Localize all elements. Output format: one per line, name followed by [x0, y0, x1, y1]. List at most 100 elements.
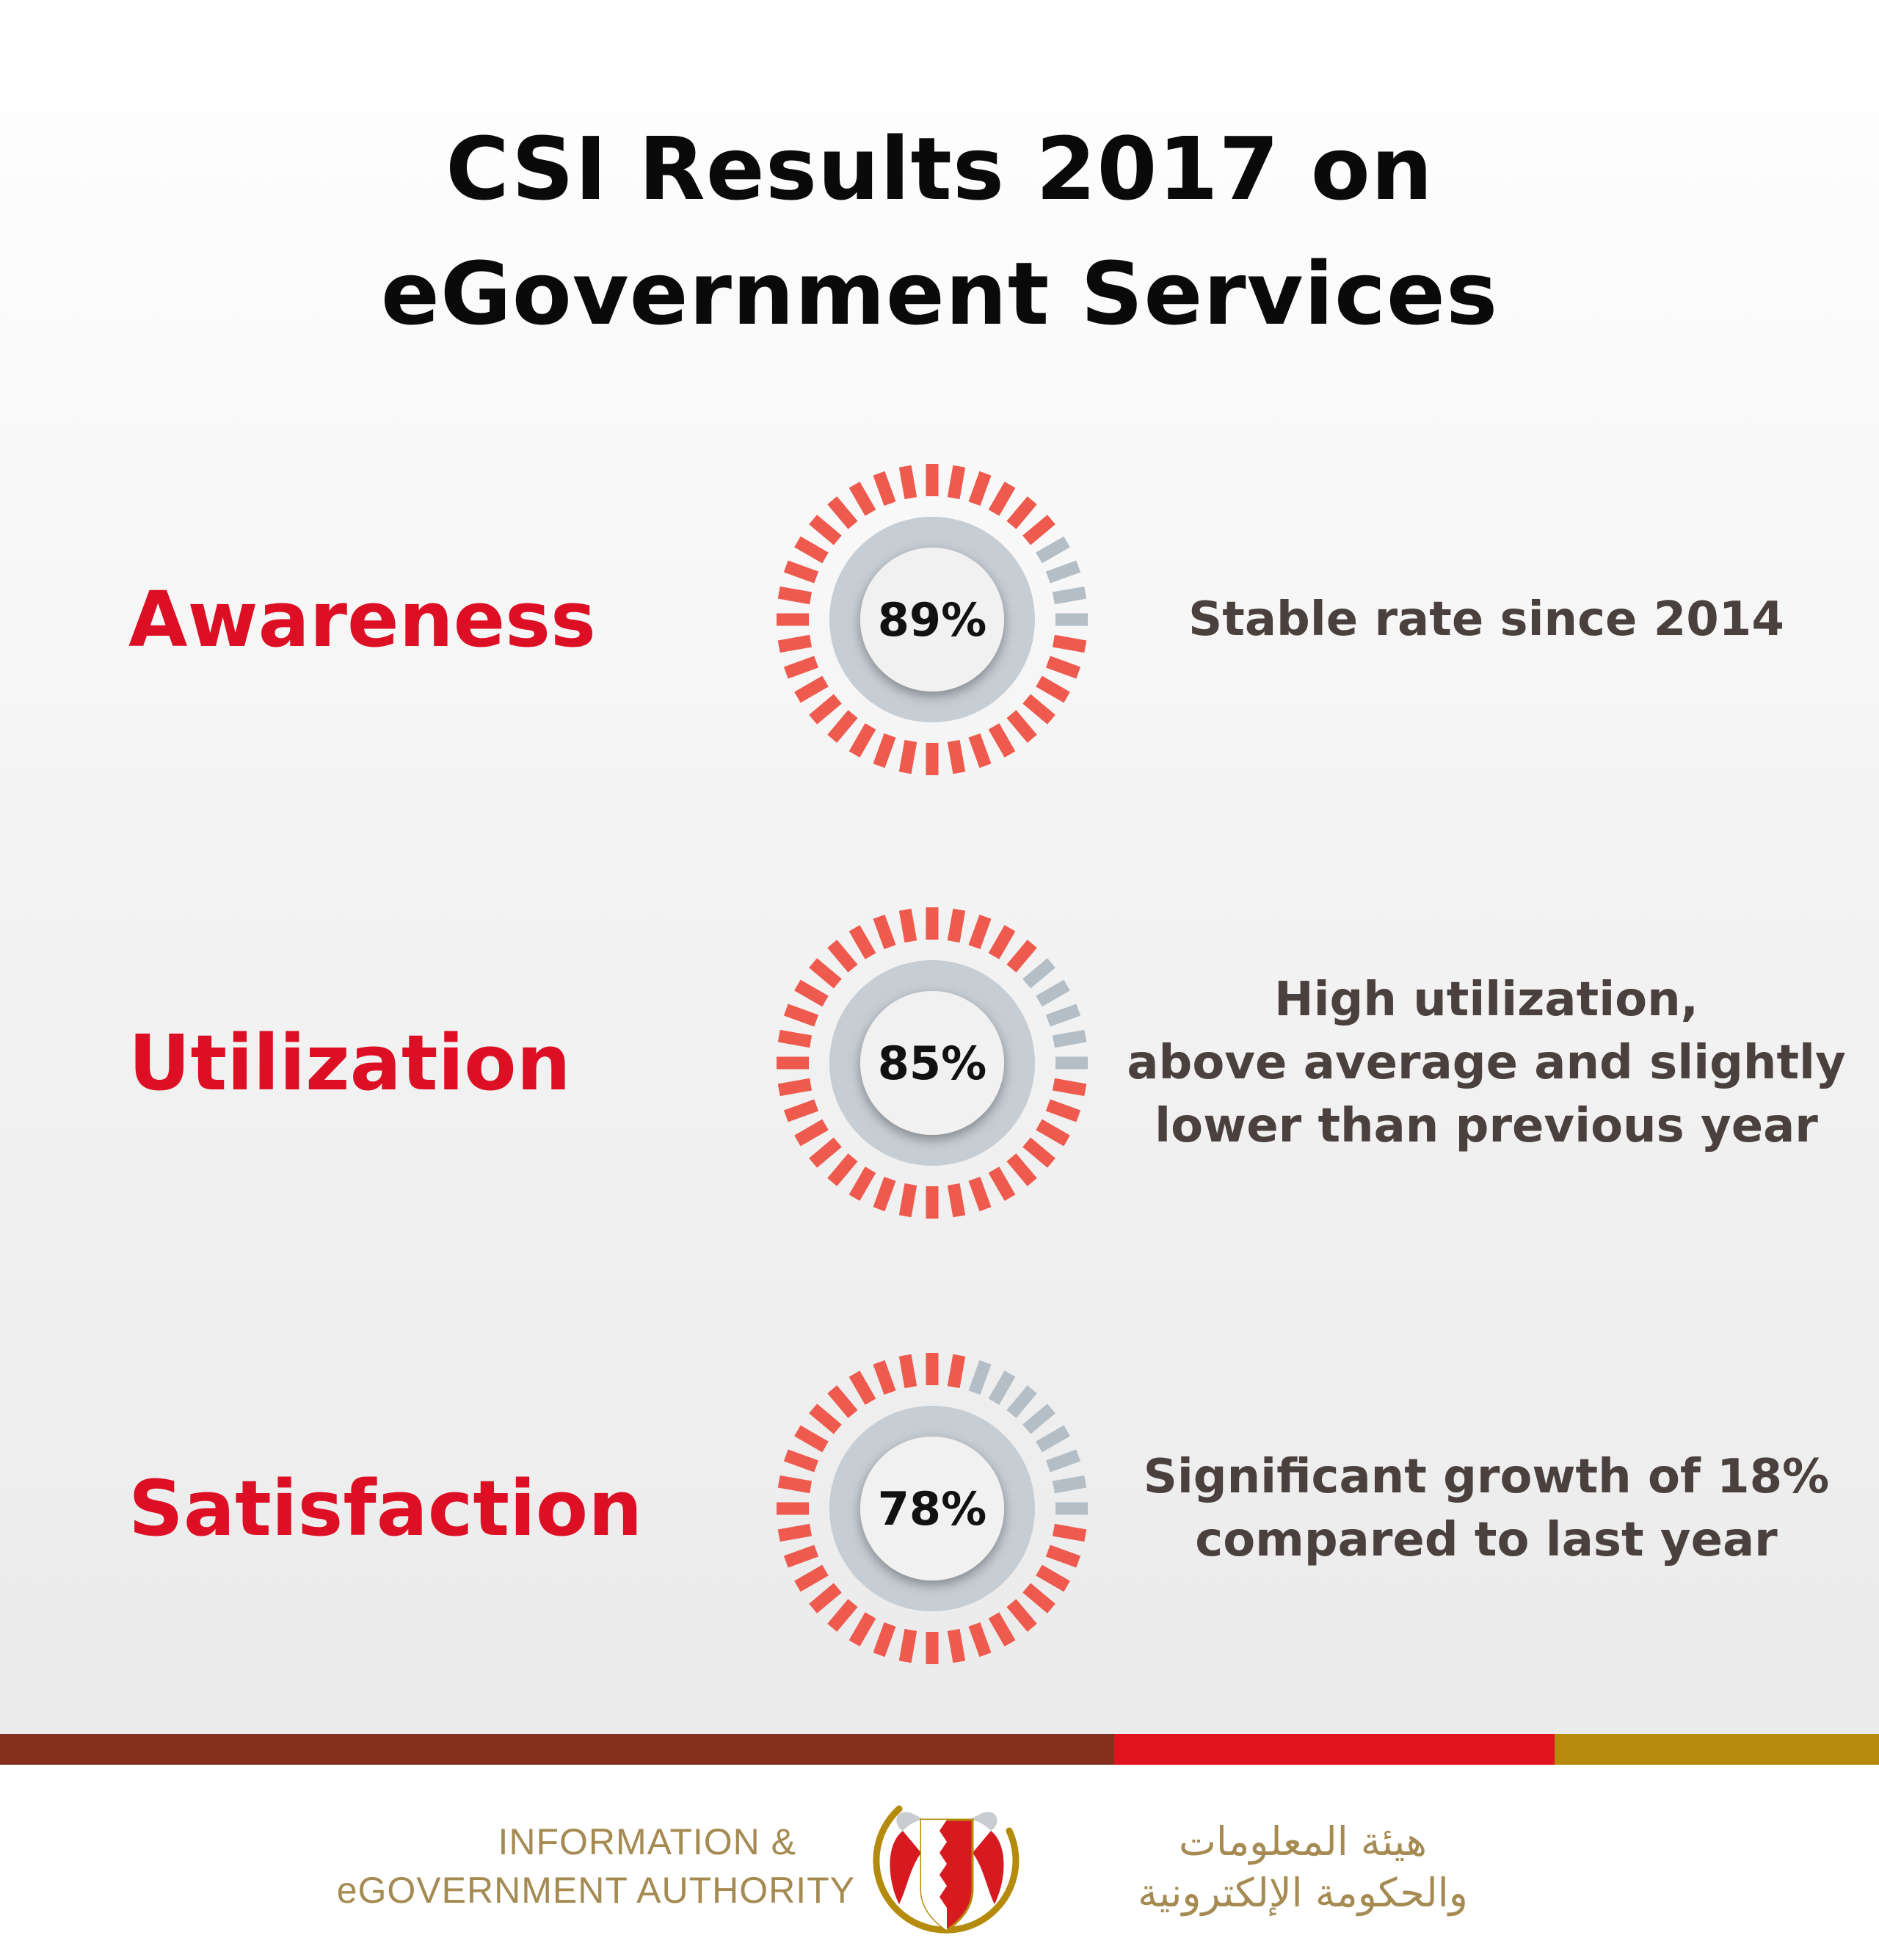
- page-title-line-1: CSI Results 2017 on: [446, 118, 1433, 219]
- gauge-dash-filled: [988, 723, 1016, 758]
- gauge-dash-filled: [968, 733, 992, 769]
- gauge-dash-filled: [848, 482, 876, 516]
- gauge-dash-filled: [777, 1078, 813, 1097]
- gauge-dash-filled: [873, 471, 896, 507]
- gauge-dash-filled: [1006, 1599, 1037, 1632]
- description-line: lower than previous year: [1155, 1099, 1818, 1153]
- gauge-dashes: [777, 907, 1088, 1219]
- gauge-dash-filled: [968, 914, 992, 950]
- gauge-dash-empty: [1022, 958, 1055, 989]
- gauge-dash-filled: [1036, 1119, 1070, 1147]
- org-name-english-line-1: INFORMATION &: [498, 1821, 796, 1862]
- gauge-dash-filled: [947, 465, 966, 500]
- gauge-dash-filled: [1022, 1137, 1055, 1168]
- gauge-dash-filled: [794, 1119, 829, 1147]
- gauge-dash-empty: [1022, 1404, 1055, 1434]
- gauge-dash-filled: [1045, 1099, 1081, 1122]
- gauge-dash-filled: [777, 1029, 813, 1048]
- description-line: Stable rate since 2014: [1188, 592, 1784, 647]
- gauge-dash-filled: [809, 515, 842, 545]
- page-title: CSI Results 2017 on eGovernment Services: [0, 106, 1879, 356]
- gauge-dash-filled: [794, 536, 829, 564]
- gauge-dash-filled: [1045, 656, 1081, 679]
- gauge-value: 78%: [878, 1482, 986, 1536]
- gauge-graphic: 78%: [777, 1353, 1088, 1664]
- gauge-dash-filled: [783, 656, 819, 679]
- gauge-dash-filled: [809, 958, 842, 989]
- gauge-dash-filled: [777, 1475, 813, 1494]
- color-band-red: [1114, 1734, 1555, 1765]
- gauge-value: 89%: [878, 593, 986, 647]
- gauge-dash-filled: [1006, 710, 1037, 743]
- gauge-graphic: 89%: [777, 464, 1088, 775]
- gauge-dash-filled: [1022, 694, 1055, 725]
- page-title-line-2: eGovernment Services: [380, 243, 1499, 344]
- gauge-dash-filled: [1036, 675, 1070, 703]
- gauge-dash-filled: [809, 694, 842, 725]
- gauge-graphic: 85%: [777, 907, 1088, 1219]
- satisfaction-gauge: 78%: [763, 1340, 1101, 1677]
- gauge-dash-filled: [1045, 1545, 1081, 1568]
- gauge-dash-filled: [809, 1583, 842, 1614]
- gauge-dash-filled: [783, 1545, 819, 1568]
- description-line: compared to last year: [1195, 1513, 1778, 1567]
- gauge-dash-filled: [898, 1628, 917, 1663]
- metric-description: Stable rate since 2014: [1119, 451, 1853, 788]
- metric-row-utilization: Utilization 85% High utilization, above …: [0, 894, 1879, 1232]
- metric-label: Awareness: [128, 575, 596, 664]
- gauge-dash-empty: [1052, 1475, 1087, 1494]
- gauge-dash-filled: [1052, 1523, 1087, 1542]
- bahrain-emblem-icon: [873, 1805, 1020, 1934]
- gauge-dash-filled: [947, 1183, 966, 1218]
- gauge-dash-filled: [968, 1176, 992, 1212]
- gauge-dash-filled: [777, 634, 813, 653]
- gauge-dash-filled: [794, 1425, 829, 1453]
- gauge-dash-filled: [947, 739, 966, 774]
- gauge-dash-filled: [873, 1360, 896, 1395]
- gauge-dash-filled: [1052, 1078, 1087, 1097]
- gauge-dash-filled: [848, 925, 876, 959]
- gauge-dash-empty: [1006, 1385, 1037, 1418]
- gauge-dash-filled: [783, 560, 819, 584]
- gauge-dash-empty: [1052, 586, 1087, 605]
- gauge-dash-filled: [988, 482, 1016, 516]
- gauge-center: [860, 1437, 1004, 1580]
- metric-label: Satisfaction: [128, 1464, 643, 1553]
- description-line: above average and slightly: [1127, 1036, 1846, 1090]
- gauge-dash-filled: [809, 1404, 842, 1434]
- gauge-dashes: [777, 464, 1088, 775]
- org-name-english: INFORMATION & eGOVERNMENT AUTHORITY: [337, 1818, 855, 1914]
- gauge-dash-filled: [1052, 634, 1087, 653]
- gauge-dash-filled: [1036, 1564, 1070, 1592]
- gauge-dash-empty: [1036, 536, 1070, 564]
- gauge-dash-filled: [827, 1153, 858, 1186]
- gauge-dash-empty: [1045, 1003, 1081, 1027]
- gauge-dash-filled: [873, 1622, 896, 1658]
- metric-label: Utilization: [128, 1018, 571, 1108]
- metric-row-awareness: Awareness 89% Stable rate since 2014: [0, 451, 1879, 788]
- gauge-dash-filled: [873, 733, 896, 769]
- gauge-dash-empty: [968, 1360, 992, 1395]
- gauge-dash-filled: [988, 925, 1016, 959]
- gauge-dash-empty: [1045, 560, 1081, 584]
- gauge-dash-filled: [898, 739, 917, 774]
- metric-description: Significant growth of 18% compared to la…: [1119, 1340, 1853, 1677]
- gauge-dash-filled: [1006, 940, 1037, 973]
- org-name-english-line-2: eGOVERNMENT AUTHORITY: [336, 1870, 855, 1911]
- gauge-dash-filled: [898, 1354, 917, 1389]
- gauge-dash-filled: [827, 496, 858, 529]
- gauge-dash-filled: [794, 1564, 829, 1592]
- org-name-arabic: هيئة المعلومات والحكومة الإلكترونية: [1024, 1816, 1582, 1919]
- gauge-dash-filled: [947, 1628, 966, 1663]
- gauge-dash-filled: [848, 1371, 876, 1405]
- color-band-gold: [1555, 1734, 1879, 1765]
- gauge-dash-filled: [968, 1622, 992, 1658]
- description-line: Significant growth of 18%: [1143, 1450, 1830, 1504]
- gauge-dash-filled: [809, 1137, 842, 1168]
- gauge-dash-filled: [827, 1385, 858, 1418]
- gauge-dash-filled: [988, 1166, 1016, 1201]
- gauge-dash-filled: [777, 1523, 813, 1542]
- gauge-dash-filled: [1022, 1583, 1055, 1614]
- gauge-dash-empty: [1052, 1029, 1087, 1048]
- org-name-arabic-line-2: والحكومة الإلكترونية: [1138, 1870, 1468, 1916]
